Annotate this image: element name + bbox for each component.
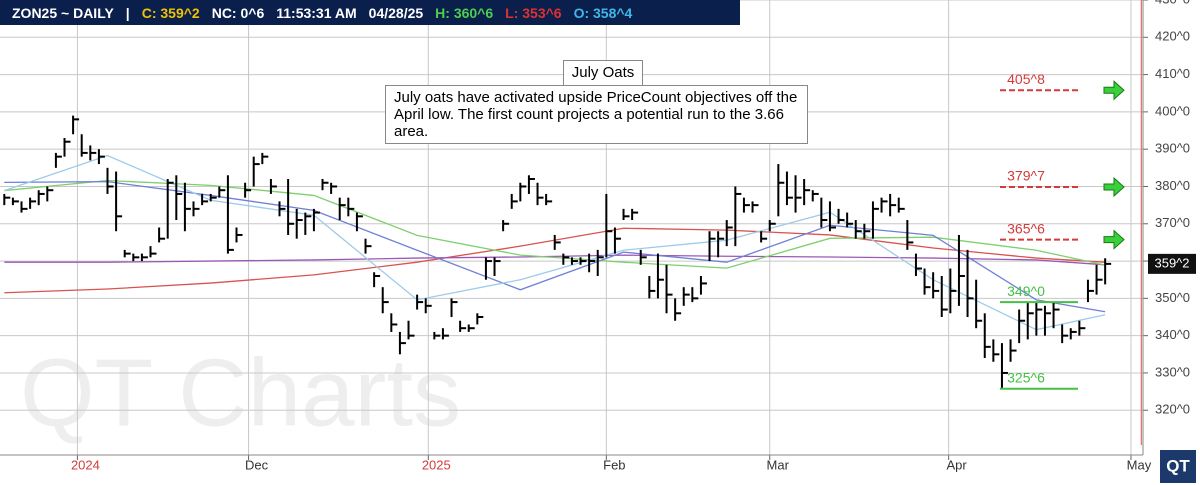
target-arrow — [1103, 80, 1125, 101]
y-tick-label: 350^0 — [1155, 290, 1190, 305]
close: C: 359^2 — [141, 4, 200, 21]
level-label: 379^7 — [1007, 168, 1045, 184]
time: 11:53:31 AM — [276, 4, 357, 21]
annotation-title: July Oats — [563, 60, 643, 86]
y-tick-label: 370^0 — [1155, 215, 1190, 230]
last-price-box — [1148, 253, 1196, 274]
x-tick-label: 2025 — [422, 457, 451, 472]
y-tick-label: 390^0 — [1155, 141, 1190, 156]
symbol: ZON25 ~ DAILY — [12, 4, 114, 21]
y-tick-label: 320^0 — [1155, 402, 1190, 417]
date: 04/28/25 — [368, 4, 424, 21]
logo-box — [1160, 450, 1196, 483]
x-tick-label: Apr — [947, 457, 968, 472]
logo: QT — [1166, 456, 1190, 475]
net-change-label: NC: 0^6 — [211, 4, 265, 21]
open: O: 358^4 — [573, 4, 633, 21]
moving-average — [4, 227, 1106, 294]
moving-average — [4, 254, 1106, 266]
y-tick-label: 420^0 — [1155, 29, 1190, 44]
y-tick-label: 410^0 — [1155, 66, 1190, 81]
target-arrow — [1103, 229, 1125, 250]
level-label: 365^6 — [1007, 220, 1045, 236]
high: H: 360^6 — [435, 4, 494, 21]
x-tick-label: Mar — [767, 457, 790, 472]
separator: | — [125, 4, 130, 21]
y-tick-label: 330^0 — [1155, 364, 1190, 379]
x-tick-label: Dec — [245, 457, 269, 472]
x-tick-label: Feb — [603, 457, 625, 472]
x-tick-label: May — [1127, 457, 1152, 472]
header-bar: ZON25 ~ DAILY | C: 359^2 NC: 0^6 11:53:3… — [0, 0, 740, 25]
y-tick-label: 340^0 — [1155, 327, 1190, 342]
level-label: 405^8 — [1007, 71, 1045, 87]
y-tick-label: 400^0 — [1155, 103, 1190, 118]
x-tick-label: 2024 — [71, 457, 100, 472]
watermark: QT Charts — [20, 339, 461, 446]
low: L: 353^6 — [505, 4, 562, 21]
last-price-label: 359^2 — [1154, 255, 1189, 270]
annotation-text: July oats have activated upside PriceCou… — [385, 85, 808, 144]
y-tick-label: 430^0 — [1155, 0, 1190, 6]
y-tick-label: 380^0 — [1155, 178, 1190, 193]
target-arrow — [1103, 176, 1125, 198]
moving-average — [4, 179, 1106, 269]
level-label: 325^6 — [1007, 370, 1045, 386]
level-label: 349^0 — [1007, 283, 1045, 299]
